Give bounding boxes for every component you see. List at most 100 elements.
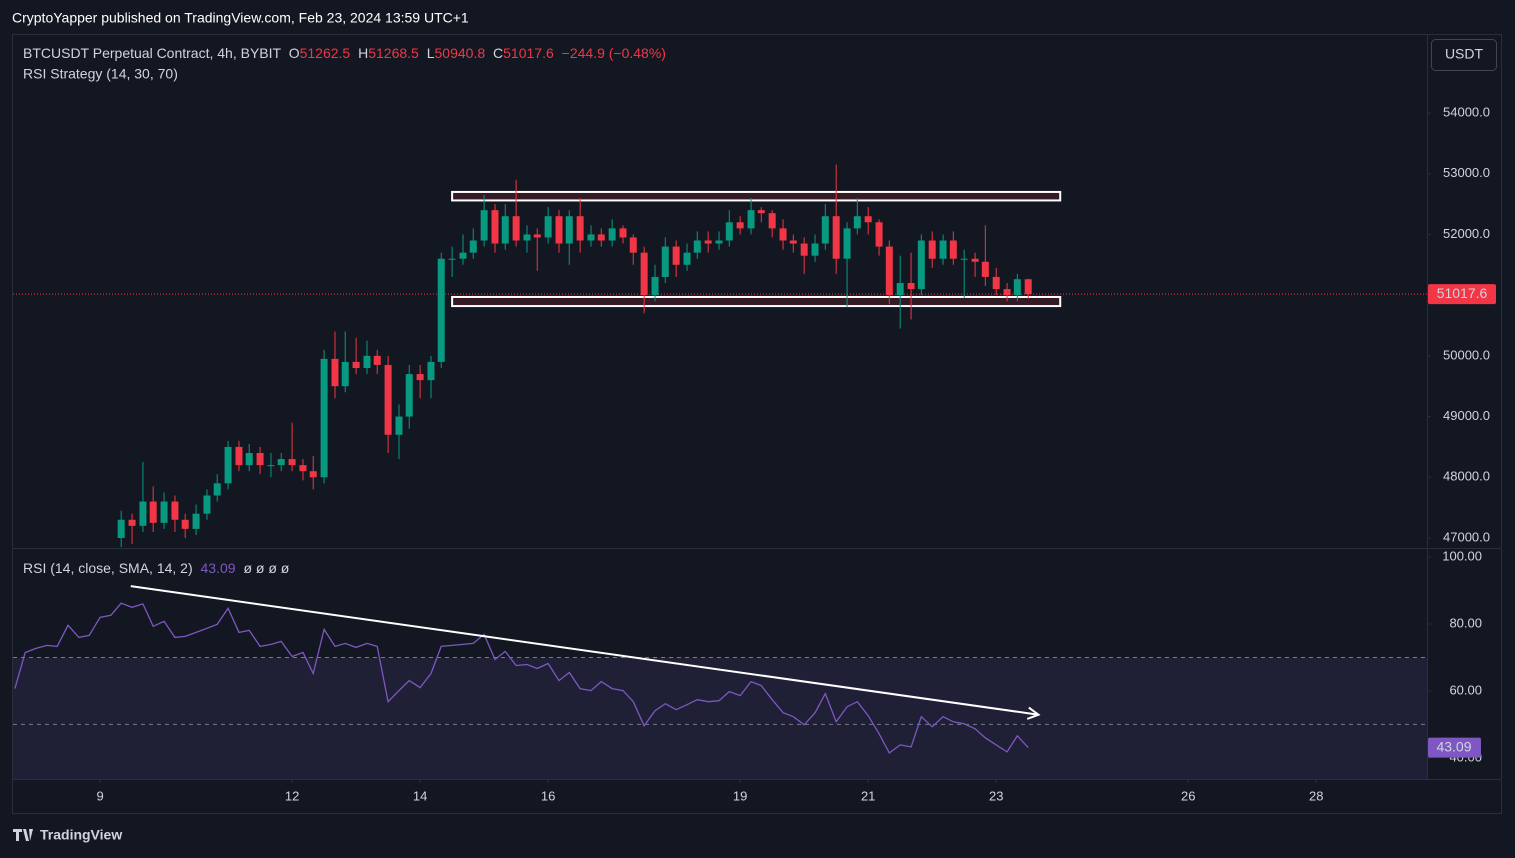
candle-body bbox=[192, 513, 200, 529]
candle-body bbox=[576, 216, 584, 241]
o-label: O bbox=[289, 45, 300, 61]
candle-body bbox=[405, 374, 413, 417]
candle-body bbox=[704, 240, 712, 244]
candle-body bbox=[480, 210, 488, 241]
rsi-badge-label: 43.09 bbox=[1436, 738, 1471, 754]
l-label: L bbox=[427, 45, 435, 61]
candle-body bbox=[832, 216, 840, 259]
candle-body bbox=[960, 258, 968, 260]
candle-body bbox=[992, 276, 1000, 290]
candle-body bbox=[939, 240, 947, 259]
rsi-band bbox=[13, 657, 1427, 779]
candle-body bbox=[587, 234, 595, 241]
candle-body bbox=[821, 216, 829, 244]
high: 51268.5 bbox=[368, 45, 419, 61]
open: 51262.5 bbox=[300, 45, 351, 61]
candle-body bbox=[224, 446, 232, 484]
low: 50940.8 bbox=[435, 45, 486, 61]
candle-body bbox=[715, 240, 723, 244]
candle-body bbox=[128, 519, 136, 526]
candle-body bbox=[555, 216, 563, 244]
candle-body bbox=[683, 252, 691, 265]
x-tick-label: 26 bbox=[1181, 788, 1195, 803]
x-tick-label: 12 bbox=[285, 788, 299, 803]
candle-body bbox=[181, 519, 189, 529]
y-tick-label: 100.00 bbox=[1442, 548, 1482, 563]
rsi-na: ø ø ø ø bbox=[243, 560, 289, 576]
candle-body bbox=[853, 216, 861, 229]
candle-body bbox=[885, 246, 893, 296]
symbol: BTCUSDT Perpetual Contract, 4h, BYBIT bbox=[23, 45, 282, 61]
currency-button[interactable] bbox=[1431, 39, 1497, 71]
candle-body bbox=[277, 459, 285, 466]
candle-body bbox=[597, 234, 605, 241]
candle-body bbox=[437, 258, 445, 362]
legend-line: BTCUSDT Perpetual Contract, 4h, BYBIT O5… bbox=[23, 45, 666, 61]
candle-body bbox=[800, 243, 808, 256]
candle-body bbox=[160, 501, 168, 523]
last-price-label: 51017.6 bbox=[1437, 285, 1488, 301]
range-box bbox=[451, 295, 1062, 308]
candle-body bbox=[565, 216, 573, 244]
candle-body bbox=[917, 240, 925, 290]
candle-body bbox=[235, 446, 243, 466]
logo: TradingView bbox=[40, 827, 122, 843]
x-tick-label: 28 bbox=[1309, 788, 1323, 803]
candle-body bbox=[736, 222, 744, 229]
candle-body bbox=[171, 501, 179, 520]
candle-body bbox=[373, 355, 381, 365]
y-tick-label: 53000.0 bbox=[1443, 165, 1490, 180]
candle-body bbox=[320, 358, 328, 478]
candle-body bbox=[203, 495, 211, 514]
candle-body bbox=[971, 258, 979, 262]
c-label: C bbox=[493, 45, 503, 61]
candle-body bbox=[928, 240, 936, 259]
y-tick-label: 48000.0 bbox=[1443, 469, 1490, 484]
x-tick-label: 16 bbox=[541, 788, 555, 803]
range-box bbox=[451, 190, 1062, 202]
y-tick-label: 47000.0 bbox=[1443, 529, 1490, 544]
candle-body bbox=[469, 240, 477, 253]
candle-body bbox=[768, 213, 776, 229]
candle-body bbox=[619, 228, 627, 238]
currency-label[interactable]: USDT bbox=[1445, 46, 1484, 62]
candle-body bbox=[981, 261, 989, 277]
candle-body bbox=[640, 252, 648, 296]
candle-body bbox=[416, 374, 424, 381]
y-tick-label: 80.00 bbox=[1449, 615, 1482, 630]
candle-body bbox=[288, 459, 296, 466]
rsi-line bbox=[14, 602, 1029, 754]
candle-body bbox=[117, 519, 125, 538]
candle-body bbox=[331, 358, 339, 387]
candle-body bbox=[779, 228, 787, 241]
last-price-badge bbox=[1428, 284, 1496, 305]
candle-body bbox=[1003, 289, 1011, 296]
candle-body bbox=[725, 222, 733, 241]
candle-body bbox=[1024, 279, 1032, 295]
candle-body bbox=[139, 501, 147, 526]
x-tick-label: 21 bbox=[861, 788, 875, 803]
change: −244.9 (−0.48%) bbox=[562, 45, 666, 61]
trendline bbox=[130, 585, 1039, 716]
candle-body bbox=[459, 252, 467, 259]
candle-body bbox=[608, 228, 616, 241]
candle-body bbox=[448, 258, 456, 260]
candle-body bbox=[811, 243, 819, 256]
strategy: RSI Strategy (14, 30, 70) bbox=[23, 66, 178, 82]
candle-body bbox=[896, 283, 904, 296]
candle-body bbox=[661, 246, 669, 277]
candle-body bbox=[149, 501, 157, 523]
x-tick-label: 9 bbox=[96, 788, 103, 803]
candle-body bbox=[256, 452, 264, 466]
y-tick-label: 54000.0 bbox=[1443, 104, 1490, 119]
candle-body bbox=[352, 361, 360, 368]
candle-body bbox=[395, 416, 403, 435]
rsi-legend: RSI (14, close, SMA, 14, 2) 43.09 ø ø ø … bbox=[23, 560, 290, 576]
candle-body bbox=[629, 237, 637, 253]
y-tick-label: 49000.0 bbox=[1443, 408, 1490, 423]
y-tick-label: 52000.0 bbox=[1443, 226, 1490, 241]
candle-body bbox=[245, 452, 253, 466]
rsi-title: RSI (14, close, SMA, 14, 2) bbox=[23, 560, 193, 576]
